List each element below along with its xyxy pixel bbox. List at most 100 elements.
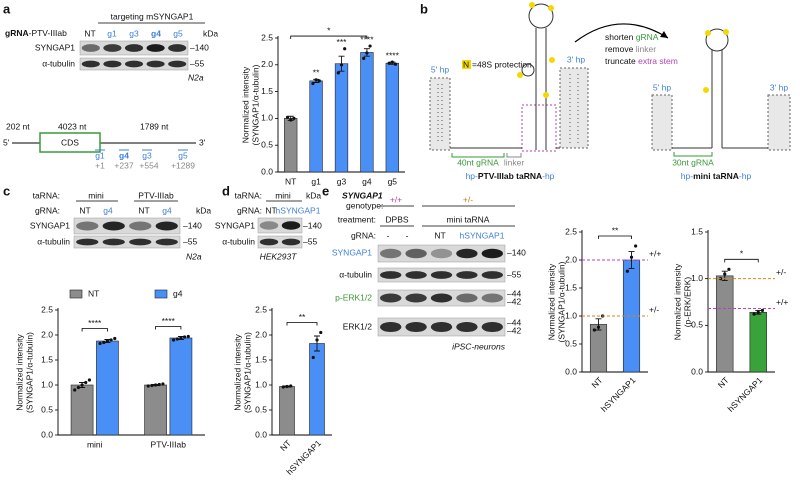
end-label: 3' — [199, 137, 206, 147]
reference-label: +/- — [776, 267, 786, 277]
y-axis-label: (SYNGAP1/α-tubulin) — [556, 261, 566, 342]
blot-header: targeting mSYNGAP1 — [111, 11, 194, 21]
protection-dot — [549, 57, 555, 63]
x-tick-label: hSYNGAP1 — [599, 375, 638, 414]
data-point — [105, 339, 110, 343]
data-point — [113, 336, 117, 341]
row-title: gRNA: — [237, 205, 262, 215]
marker: –140 — [303, 220, 322, 230]
blot-band — [81, 60, 100, 68]
y-tick-label: 1.0 — [261, 113, 273, 123]
row-title: taRNA: — [33, 190, 60, 200]
guide-offset: +1289 — [171, 160, 195, 170]
y-tick-label: 2.0 — [255, 329, 267, 339]
significance: * — [327, 25, 331, 35]
hp-label: 5' hp — [431, 64, 449, 74]
blot-band — [259, 238, 279, 246]
y-axis-label: (p-ERK/ERK) — [682, 277, 692, 328]
data-point — [285, 384, 289, 389]
data-point — [592, 328, 596, 332]
blot-band — [155, 238, 178, 246]
blot-band — [405, 248, 427, 259]
marker: –55 — [507, 269, 521, 279]
row-label: α-tubulin — [222, 236, 255, 246]
length: 202 nt — [6, 121, 30, 131]
hp-prefix: hp- — [466, 171, 478, 181]
bar — [385, 62, 399, 173]
lane-label: NT — [138, 205, 149, 215]
lane-label: NT — [84, 28, 95, 38]
blot-band — [102, 238, 125, 246]
significance: ** — [299, 312, 306, 322]
x-tick-label: NT — [285, 176, 296, 186]
guide-offset: +237 — [114, 160, 133, 170]
blot-band — [146, 60, 165, 68]
row-label: α-tubulin — [42, 58, 75, 68]
row-label: SYNGAP1 — [215, 220, 255, 230]
extra-stem-box — [521, 104, 557, 152]
data-point — [311, 355, 315, 360]
genotype: +/+ — [390, 194, 402, 204]
data-point — [73, 388, 77, 392]
row-label: ERK1/2 — [343, 321, 373, 331]
blot-band — [481, 321, 503, 333]
row-title: gRNA: — [35, 205, 60, 215]
protection-dot — [529, 2, 535, 8]
blot-band — [103, 44, 122, 52]
data-point — [314, 78, 318, 82]
data-point — [161, 382, 165, 386]
x-tick-label: hSYNGAP1 — [725, 375, 764, 414]
data-point — [146, 384, 150, 388]
bar — [70, 384, 94, 436]
blot-band — [76, 238, 99, 246]
blot-band — [456, 321, 478, 333]
treatment: mini taRNA — [447, 214, 490, 224]
step-verb: shorten — [605, 32, 634, 42]
data-point — [80, 383, 84, 387]
arrow — [574, 23, 669, 43]
x-tick-label: g3 — [337, 176, 347, 186]
legend-swatch — [154, 289, 168, 299]
y-tick-label: 2.5 — [565, 226, 577, 236]
data-point — [311, 81, 315, 86]
lane-label: NT — [434, 230, 445, 240]
step-verb: remove — [605, 44, 634, 54]
significance: * — [740, 249, 744, 259]
marker: –140 — [507, 247, 526, 257]
lane-label: hSYNGAP1 — [460, 230, 505, 240]
hp-label: 5' hp — [653, 82, 671, 92]
y-tick-label: 0.5 — [691, 320, 703, 330]
legend-label: NT — [88, 288, 99, 298]
y-tick-label: 0.5 — [261, 139, 273, 149]
x-tick-label: g5 — [388, 176, 398, 186]
lane-label: g5 — [173, 28, 183, 38]
data-point — [336, 71, 340, 75]
significance-bracket — [81, 328, 108, 332]
rna-backbone — [672, 50, 768, 149]
significance: **** — [88, 318, 102, 328]
significance-bracket — [290, 35, 368, 40]
x-tick-label: PTV-IIIab — [151, 439, 187, 449]
data-point — [390, 60, 394, 64]
data-point — [289, 384, 293, 388]
grna-bracket — [451, 153, 505, 158]
x-tick-label: g1 — [311, 176, 321, 186]
blot-band — [430, 293, 453, 303]
lane-label: g4 — [162, 205, 172, 215]
data-point — [109, 338, 113, 342]
x-tick-label: NT — [716, 375, 731, 390]
guide-offset: +1 — [95, 160, 105, 170]
rna-loop — [528, 3, 554, 29]
protection-dot — [548, 5, 554, 11]
y-tick-label: 0.5 — [255, 404, 267, 414]
blot-band — [124, 44, 144, 52]
hp-suffix: -hp — [739, 171, 752, 181]
significance: **** — [386, 50, 400, 60]
hp-label: 3' hp — [770, 82, 788, 92]
cell-line: N2a — [188, 72, 204, 82]
y-axis-label: Normalized intensity — [14, 333, 24, 410]
blot-band — [481, 248, 503, 259]
construct-core: mini taRNA — [693, 171, 739, 181]
reference-label: +/- — [649, 304, 659, 314]
